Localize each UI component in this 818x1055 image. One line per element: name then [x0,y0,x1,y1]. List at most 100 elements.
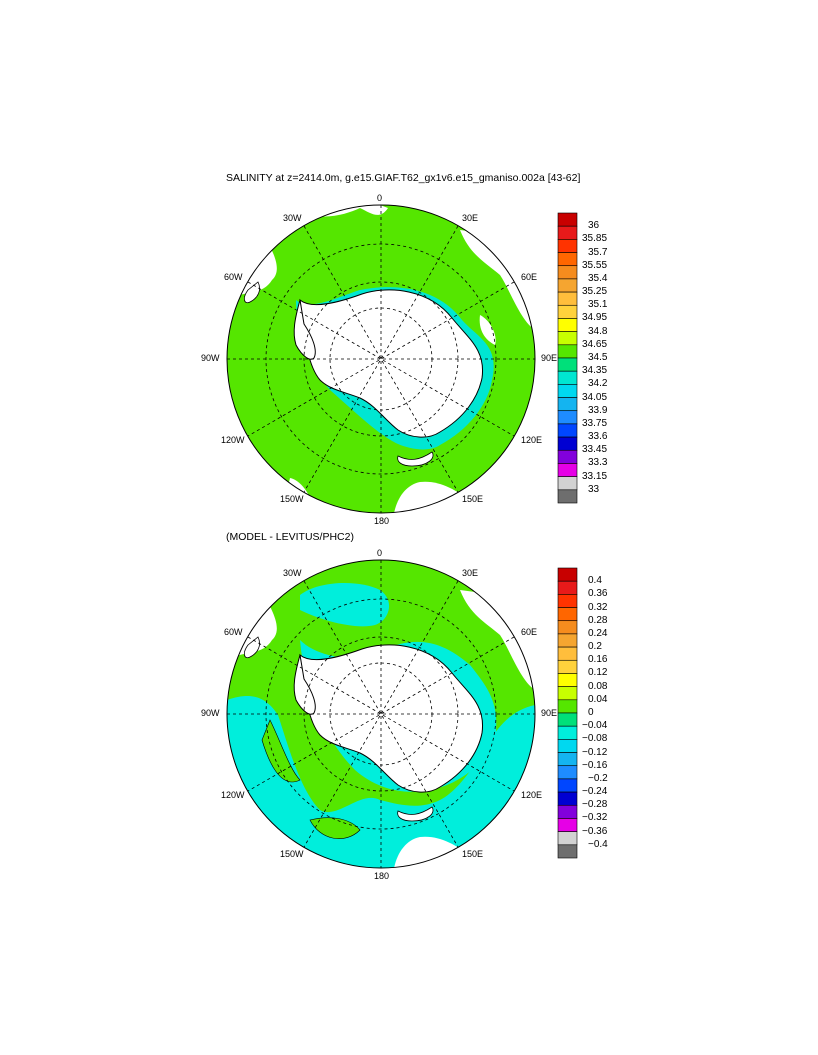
lon-label-120w: 120W [221,435,245,445]
lon-label-150w: 150W [280,849,304,859]
lon-label-30w: 30W [283,568,302,578]
colorbar-label: 0.2 [588,641,602,653]
antarctic-peninsula [293,299,316,360]
colorbar-swatch [557,225,578,240]
missing-data-patch [479,315,496,345]
colorbar-label: −0.32 [582,812,608,824]
panel1-title: SALINITY at z=2414.0m, g.e15.GIAF.T62_gx… [226,172,581,184]
colorbar-label: 35.1 [588,299,608,311]
colorbar-swatch [557,239,578,253]
colorbar-swatch [557,831,578,846]
colorbar-label: −0.16 [582,759,608,771]
colorbar-label: −0.28 [582,799,608,811]
colorbar-label: 34.2 [588,378,608,390]
colorbar-label: 0.36 [588,588,608,600]
panel2-title: (MODEL - LEVITUS/PHC2) [226,531,354,543]
colorbar-swatch [557,818,578,832]
colorbar-label: −0.24 [582,786,608,798]
colorbar-label: 34.05 [582,391,608,403]
colorbar-label: 33.45 [582,444,608,456]
colorbar-swatch [557,463,578,477]
colorbar-swatch [557,304,578,319]
colorbar-label: 33.9 [588,404,608,416]
lon-label-0: 0 [377,193,383,203]
colorbar-label: 0 [588,707,594,718]
lon-label-150e: 150E [462,849,484,859]
colorbar-salinity [557,212,578,504]
negative-anomaly-region [227,695,535,868]
colorbar-swatch [557,607,578,622]
colorbar-swatch [557,410,578,425]
colorbar-label: 0.04 [588,693,608,705]
lon-label-90w: 90W [201,353,220,363]
colorbar-swatch [557,212,578,227]
colorbar-swatch [557,423,578,438]
lon-label-90e: 90E [541,708,558,718]
colorbar-swatch [557,449,578,464]
lon-label-30e: 30E [462,568,479,578]
colorbar-label: −0.2 [588,772,608,784]
graticule [227,205,535,513]
lon-label-150w: 150W [280,494,304,504]
salinity-map [226,204,536,514]
colorbar-swatch [557,725,578,740]
colorbar-swatch [557,291,578,306]
colorbar-label: 34.8 [588,325,608,337]
colorbar-swatch [557,252,578,267]
lon-label-180: 180 [374,516,390,526]
lon-label-30w: 30W [283,213,302,223]
antarctic-peninsula [293,654,316,715]
lon-label-90e: 90E [541,353,558,363]
colorbar-swatch [557,739,578,753]
colorbar-label: 0.24 [588,627,608,639]
colorbar-swatch [557,489,578,504]
colorbar-swatch [557,580,578,595]
colorbar-swatch [557,265,578,280]
colorbar-swatch [557,384,578,398]
colorbar-swatch [557,752,578,767]
colorbar-label: 33.75 [582,417,608,429]
colorbar-swatch [557,567,578,582]
colorbar-label: 35.85 [582,233,608,245]
colorbar-swatch [557,318,578,332]
lon-label-60w: 60W [224,272,243,282]
colorbar-swatch [557,844,578,859]
colorbar-label: 35.4 [588,272,608,284]
colorbar-label: 34.65 [582,338,608,350]
colorbar-swatch [557,331,578,346]
colorbar-label: −0.4 [588,838,608,850]
antarctica-landmass [299,289,484,438]
lon-label-30e: 30E [462,213,479,223]
colorbar-swatch [557,646,578,661]
colorbar-label: 35.55 [582,259,608,271]
lon-label-90w: 90W [201,708,220,718]
colorbar-label: −0.08 [582,733,608,745]
south-america-tip [244,636,260,659]
colorbar-swatch [557,633,578,648]
lon-label-120e: 120E [521,790,543,800]
colorbar-label: −0.04 [582,720,608,732]
lon-label-60e: 60E [521,627,538,637]
lon-label-0: 0 [377,548,383,558]
colorbar-swatch [557,594,578,608]
colorbar-swatch [557,765,578,780]
colorbar-swatch [557,436,578,451]
colorbar-swatch [557,278,578,293]
new-zealand [397,806,434,822]
lon-label-180: 180 [374,871,390,881]
lon-label-150e: 150E [462,494,484,504]
lon-label-120e: 120E [521,435,543,445]
difference-map [226,559,536,869]
positive-anomaly-patch [309,817,361,839]
colorbar-swatch [557,686,578,701]
map-border [226,559,536,869]
colorbar-label: 0.32 [588,601,608,613]
colorbar-label: 0.08 [588,680,608,692]
colorbar-swatch [557,712,578,727]
colorbar-label: 33 [588,483,600,495]
lon-label-120w: 120W [221,790,245,800]
colorbar-swatch [557,804,578,819]
colorbar-swatch [557,699,578,714]
colorbar-label: 36 [588,220,600,232]
